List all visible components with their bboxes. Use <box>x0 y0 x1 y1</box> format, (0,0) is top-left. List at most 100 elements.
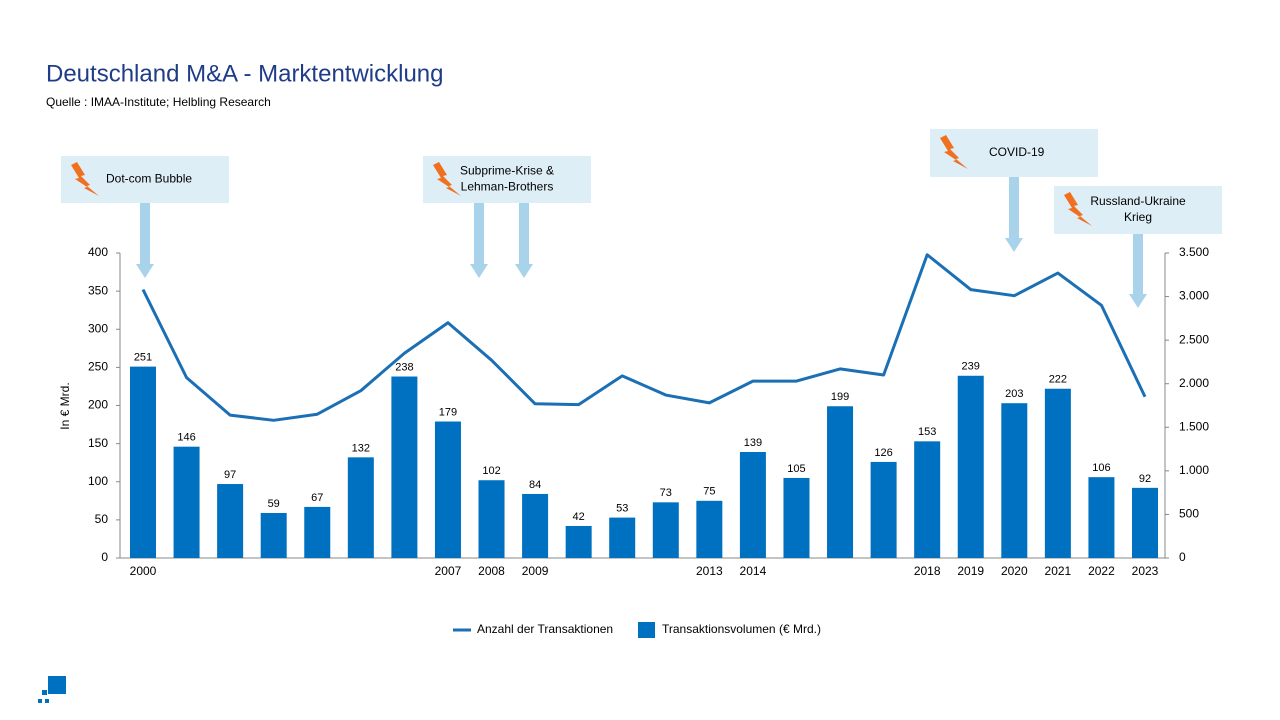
annotation-text: COVID-19 <box>989 145 1045 159</box>
y2-tick-label: 1.000 <box>1179 463 1209 477</box>
annotation-box <box>61 156 229 203</box>
bar <box>739 452 766 558</box>
x-tick-label: 2007 <box>435 564 462 578</box>
y-tick-label: 100 <box>88 474 108 488</box>
y-tick-label: 400 <box>88 245 108 259</box>
annotation-text: Dot-com Bubble <box>106 172 192 186</box>
y2-tick-label: 1.500 <box>1179 419 1209 433</box>
annotation-text: Subprime-Krise & <box>460 164 554 178</box>
y-tick-label: 50 <box>95 512 109 526</box>
annotation-text: Krieg <box>1124 210 1152 224</box>
bar <box>827 406 854 558</box>
bar <box>260 513 287 558</box>
lightning-icon <box>940 135 968 169</box>
y-tick-label: 0 <box>101 550 108 564</box>
legend-swatch <box>638 622 655 638</box>
bar <box>957 375 984 558</box>
bar <box>304 506 331 558</box>
data-label: 75 <box>703 486 715 498</box>
x-tick-label: 2013 <box>696 564 723 578</box>
bar <box>173 446 200 558</box>
data-label: 106 <box>1092 462 1110 474</box>
y2-tick-label: 2.000 <box>1179 376 1209 390</box>
bar <box>391 376 418 558</box>
data-label: 92 <box>1139 473 1151 485</box>
annotation-text: Lehman-Brothers <box>461 180 554 194</box>
data-label: 97 <box>224 469 236 481</box>
lightning-icon <box>1064 192 1092 226</box>
annotation-arrow <box>470 203 488 278</box>
bar <box>652 502 679 558</box>
data-label: 199 <box>831 391 849 403</box>
bar <box>783 477 810 558</box>
data-label: 42 <box>573 511 585 523</box>
data-label: 139 <box>744 437 762 449</box>
annotation-box <box>930 129 1098 177</box>
annotation-arrow <box>1005 177 1023 252</box>
chart-subtitle: Quelle : IMAA-Institute; Helbling Resear… <box>46 95 271 109</box>
x-tick-label: 2020 <box>1001 564 1028 578</box>
bar <box>130 366 156 558</box>
data-label: 203 <box>1005 388 1023 400</box>
bar <box>522 493 549 558</box>
data-label: 53 <box>616 502 628 514</box>
bar <box>565 525 592 558</box>
bar <box>1132 487 1158 558</box>
x-tick-label: 2021 <box>1045 564 1072 578</box>
annotation-arrow <box>1129 234 1147 308</box>
data-label: 222 <box>1049 374 1067 386</box>
x-tick-label: 2008 <box>478 564 505 578</box>
y2-tick-label: 0 <box>1179 550 1186 564</box>
annotation-box <box>423 156 591 203</box>
data-label: 102 <box>482 465 500 477</box>
bar <box>434 421 461 558</box>
bar <box>696 500 723 558</box>
y-tick-label: 200 <box>88 398 108 412</box>
x-tick-label: 2019 <box>957 564 984 578</box>
data-label: 59 <box>268 498 280 510</box>
data-label: 84 <box>529 479 541 491</box>
x-tick-label: 2000 <box>130 564 157 578</box>
data-label: 238 <box>395 361 413 373</box>
annotation-text: Russland-Ukraine <box>1090 194 1186 208</box>
y2-tick-label: 2.500 <box>1179 332 1209 346</box>
data-label: 251 <box>134 352 152 364</box>
data-label: 105 <box>787 463 805 475</box>
data-label: 146 <box>177 432 195 444</box>
data-label: 179 <box>439 406 457 418</box>
x-tick-label: 2018 <box>914 564 941 578</box>
y-tick-label: 250 <box>88 360 108 374</box>
line <box>141 253 1147 422</box>
lightning-icon <box>433 162 461 196</box>
y-tick-label: 350 <box>88 283 108 297</box>
bar <box>1044 388 1071 558</box>
lightning-icon <box>71 162 99 196</box>
data-label: 67 <box>311 492 323 504</box>
bar <box>870 461 897 558</box>
bar <box>347 457 374 558</box>
legend-label: Anzahl der Transaktionen <box>477 622 613 636</box>
legend-label: Transaktionsvolumen (€ Mrd.) <box>662 622 821 636</box>
data-label: 132 <box>352 442 370 454</box>
y-tick-label: 300 <box>88 321 108 335</box>
bar <box>1001 403 1028 558</box>
x-tick-label: 2022 <box>1088 564 1115 578</box>
annotation-arrow <box>515 203 533 278</box>
bar <box>609 517 636 558</box>
bar <box>478 480 505 558</box>
bar <box>1088 477 1115 558</box>
y2-tick-label: 3.500 <box>1179 245 1209 259</box>
x-tick-label: 2014 <box>740 564 767 578</box>
bar <box>914 441 941 558</box>
data-label: 239 <box>962 361 980 373</box>
annotation-arrow <box>136 203 154 278</box>
y2-tick-label: 3.000 <box>1179 289 1209 303</box>
data-label: 153 <box>918 426 936 438</box>
y2-tick-label: 500 <box>1179 507 1199 521</box>
data-label: 73 <box>660 487 672 499</box>
chart-title: Deutschland M&A - Marktentwicklung <box>46 60 444 87</box>
annotation-box <box>1054 186 1222 234</box>
data-label: 126 <box>874 447 892 459</box>
x-tick-label: 2009 <box>522 564 549 578</box>
